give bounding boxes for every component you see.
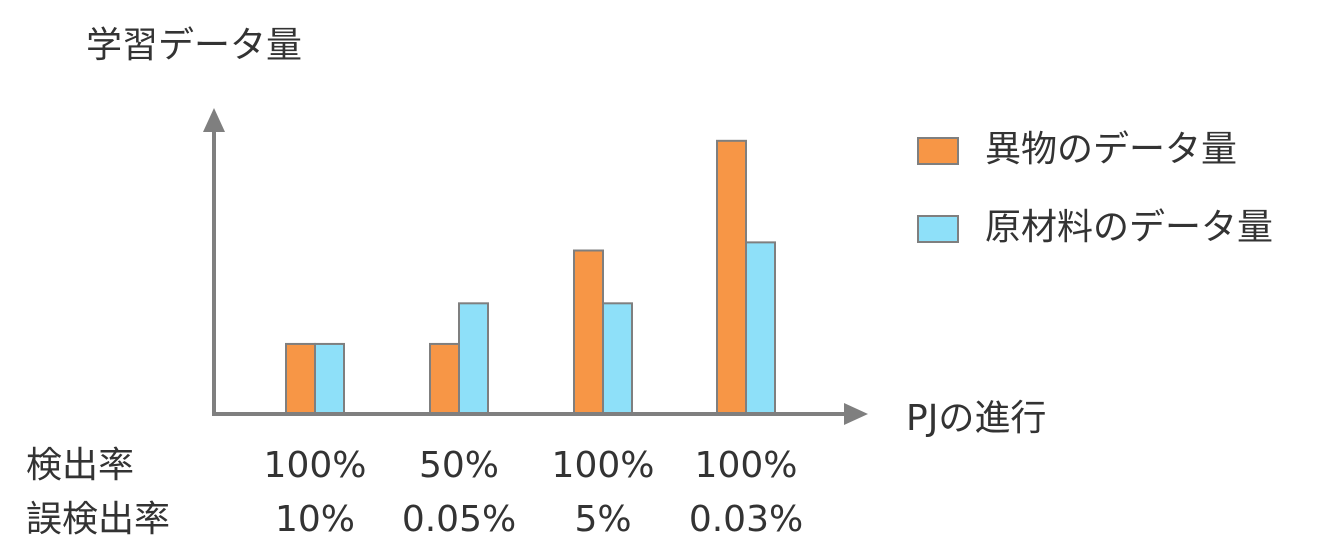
legend-swatch-foreign <box>917 137 959 165</box>
bar-series1-group1 <box>285 342 316 414</box>
legend-label-material: 原材料のデータ量 <box>985 207 1274 248</box>
row-label-detection-rate: 検出率 <box>26 445 135 486</box>
false-detection-rate-1: 10% <box>274 499 356 540</box>
y-axis-label: 学習データ量 <box>86 25 303 66</box>
false-detection-rate-3: 5% <box>574 499 632 540</box>
detection-rate-3: 100% <box>551 445 655 486</box>
legend-label-foreign: 異物のデータ量 <box>985 129 1238 170</box>
detection-rate-1: 100% <box>263 445 367 486</box>
bar-series2-group2 <box>458 302 489 414</box>
legend-swatch-material <box>917 215 959 243</box>
axes-group <box>203 108 868 425</box>
bars-group <box>285 139 776 414</box>
false-detection-rate-2: 0.05% <box>401 499 517 540</box>
detection-rate-2: 50% <box>418 445 500 486</box>
bar-series2-group1 <box>314 342 345 414</box>
detection-rate-4: 100% <box>694 445 798 486</box>
bar-series1-group4 <box>716 139 747 414</box>
x-axis-label: PJの進行 <box>906 398 1047 439</box>
bar-series1-group3 <box>573 249 604 414</box>
row-label-false-detection-rate: 誤検出率 <box>26 499 171 540</box>
bar-series2-group4 <box>745 241 776 414</box>
bar-series2-group3 <box>602 302 633 414</box>
bar-series1-group2 <box>429 342 460 414</box>
y-axis-arrow <box>203 108 225 132</box>
false-detection-rate-4: 0.03% <box>688 499 804 540</box>
x-axis-arrow <box>844 403 868 425</box>
